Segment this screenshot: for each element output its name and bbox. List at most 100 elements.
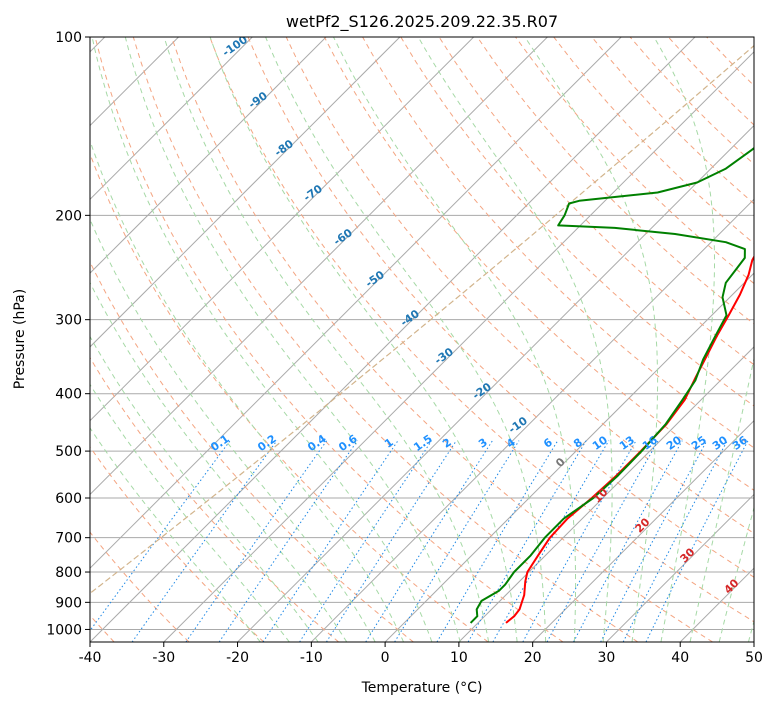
y-tick-label: 100: [55, 30, 82, 46]
dry-adiabat-label: -20: [470, 380, 494, 402]
x-tick-label: -20: [226, 650, 249, 666]
isotherm-line: [606, 493, 754, 642]
mixing-ratio-line: [131, 440, 278, 642]
mixing-ratio-label: 6: [541, 435, 555, 450]
chart-title: wetPf2_S126.2025.209.22.35.R07: [286, 12, 558, 32]
mixing-ratio-line: [622, 440, 728, 642]
dry-adiabat-line: [94, 37, 564, 642]
dry-adiabat-line: [171, 37, 713, 642]
dry-adiabat-line: [629, 37, 754, 165]
mixing-ratio-line: [262, 440, 399, 642]
y-tick-label: 500: [55, 444, 82, 460]
moist-adiabat-label: 10: [591, 485, 611, 505]
moist-adiabat-line: [90, 139, 405, 642]
moist-adiabat-line: [90, 335, 319, 642]
mixing-ratio-label: 25: [689, 433, 709, 452]
y-tick-label: 300: [55, 313, 82, 329]
isotherm-line: [90, 37, 327, 274]
moist-adiabat-line: [524, 37, 659, 642]
dry-adiabat-label: -90: [246, 89, 270, 111]
isotherm-line: [90, 37, 401, 348]
dry-adiabat-line: [400, 37, 754, 407]
dry-adiabat-line: [90, 260, 414, 642]
mixing-ratio-line: [325, 440, 457, 642]
mixing-ratio-line: [185, 440, 328, 642]
mixing-ratio-label: 8: [571, 436, 585, 451]
mixing-ratio-label: 20: [664, 433, 684, 453]
dry-adiabat-line: [90, 446, 265, 642]
moist-adiabat-line: [209, 37, 518, 642]
isotherm-line: [310, 198, 754, 642]
plot-frame: [89, 36, 755, 643]
x-tick-label: 50: [745, 650, 763, 666]
y-tick-label: 600: [55, 491, 82, 507]
mixing-ratio-line: [645, 440, 749, 642]
dry-adiabat-line: [362, 37, 754, 449]
dry-adiabat-line: [132, 37, 639, 642]
moist-adiabat-label: 30: [678, 545, 698, 565]
isotherm-line: [90, 37, 696, 642]
moist-adiabat-line: [90, 383, 290, 642]
dry-adiabat-line: [515, 37, 754, 285]
moist-adiabat-line: [90, 218, 376, 642]
x-tick-label: 30: [598, 650, 616, 666]
plot-area: -100-90-80-70-60-50-40-30-20-100.1 0.2 0.4…: [90, 37, 754, 642]
moist-adiabat-line: [333, 37, 577, 642]
moist-adiabat-line: [90, 427, 261, 642]
mixing-ratio-line: [299, 440, 433, 642]
dry-adiabat-line: [706, 37, 754, 87]
x-tick-label: -40: [79, 650, 102, 666]
y-tick-label: 800: [55, 565, 82, 581]
y-axis: 100 200 300 400 500 600 700 800 900 1000: [46, 30, 90, 638]
dry-adiabat-label: -60: [331, 226, 355, 248]
dry-adiabat-label: -10: [506, 414, 530, 436]
isotherm-line: [163, 51, 754, 642]
dry-adiabat-line: [247, 37, 754, 578]
dry-adiabat-line: [553, 37, 754, 245]
mixing-ratio-line: [522, 440, 637, 642]
isotherm-line: [532, 419, 754, 642]
mixing-ratio-label: 13: [617, 433, 637, 452]
dry-adiabat-label: -80: [272, 137, 296, 159]
dewpoint-profile-line: [469, 146, 754, 624]
isotherm-line: [90, 37, 548, 496]
moist-adiabat-label: 40: [722, 576, 742, 596]
x-axis: -40 -30 -20 -10 0 10 20 30 40 50: [79, 642, 763, 666]
mixing-ratio-line: [546, 440, 659, 642]
dry-adiabat-line: [438, 37, 754, 366]
x-tick-label: -30: [152, 650, 175, 666]
moist-adiabat-label: 0: [553, 455, 568, 470]
moist-adiabat-line: [653, 37, 715, 642]
mixing-ratio-label: 1: [382, 436, 396, 451]
moist-adiabat-line: [689, 356, 754, 642]
moist-adiabat-line: [91, 37, 433, 642]
isotherm-line: [384, 272, 754, 642]
moist-adiabat-line: [417, 37, 613, 642]
moist-adiabat-line: [718, 505, 754, 642]
dry-adiabat-label: -70: [301, 182, 325, 204]
dry-adiabat-line: [476, 37, 754, 325]
dry-adiabat-line: [90, 152, 489, 642]
mixing-ratio-label: 2: [440, 436, 454, 451]
x-axis-label: Temperature (°C): [361, 680, 483, 696]
x-tick-label: 0: [381, 650, 390, 666]
x-tick-label: -10: [300, 650, 323, 666]
isotherm-line: [458, 346, 754, 642]
mixing-ratio-line: [365, 440, 493, 642]
y-tick-label: 900: [55, 595, 82, 611]
moist-adiabat-line: [265, 37, 547, 642]
dry-adiabat-line: [90, 531, 190, 642]
y-tick-label: 1000: [46, 622, 82, 638]
mixing-ratio-line: [492, 440, 610, 642]
dry-adiabat-line: [209, 37, 754, 623]
mixing-ratio-line: [90, 440, 231, 632]
moist-adiabat-line: [124, 37, 461, 642]
y-tick-label: 700: [55, 531, 82, 547]
isotherm-line: [90, 37, 253, 201]
x-tick-label: 40: [671, 650, 689, 666]
x-tick-label: 10: [450, 650, 468, 666]
isotherm-line: [753, 641, 754, 642]
mixing-ratio-line: [467, 440, 587, 642]
temperature-profile-line: [505, 254, 754, 624]
